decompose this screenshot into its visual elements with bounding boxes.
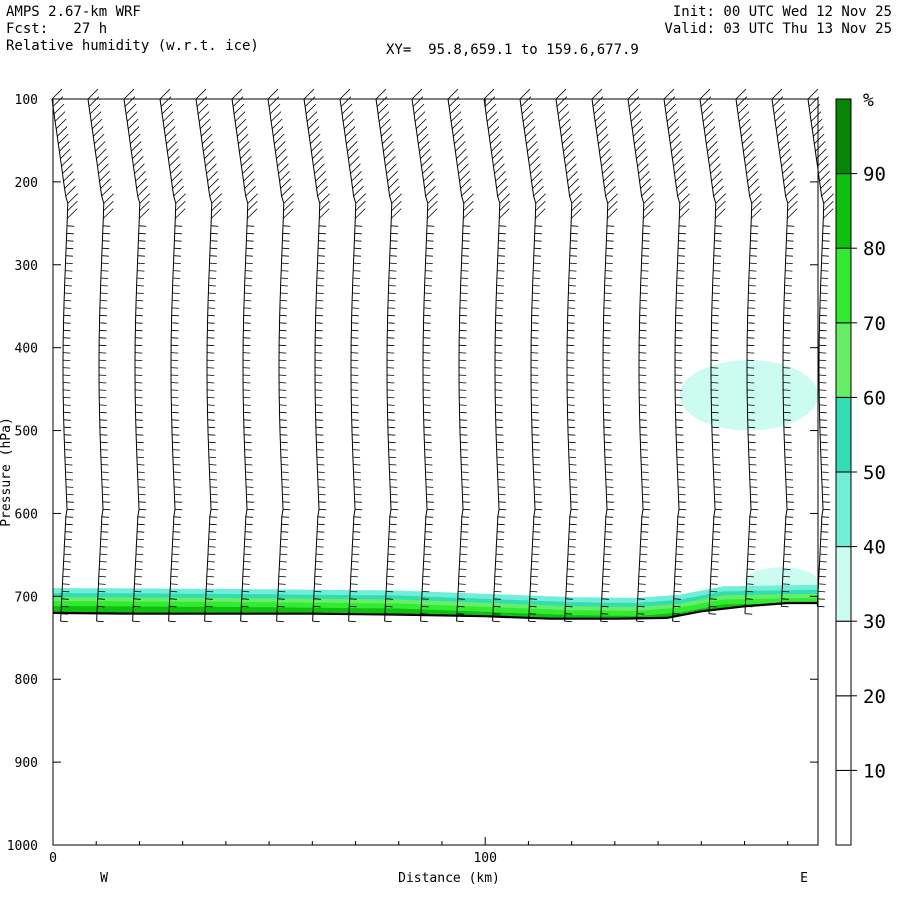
colorbar-segment-8: [835, 247, 852, 324]
colorbar-segment-3: [835, 620, 852, 697]
wind-barbs-21: [771, 88, 798, 608]
y-tick-label-1000: 1000: [7, 839, 38, 854]
wind-barbs-11: [411, 88, 438, 623]
y-tick-label-900: 900: [15, 756, 38, 771]
wind-barbs-9: [339, 88, 366, 623]
colorbar-label-60: 60: [863, 387, 886, 409]
y-tick-label-600: 600: [15, 507, 38, 522]
wind-barbs-4: [159, 88, 186, 623]
terrain-layer: [52, 601, 818, 620]
colorbar-label-50: 50: [863, 462, 886, 484]
wind-barbs-7: [267, 88, 294, 623]
colorbar-segment-5: [835, 471, 852, 548]
colorbar-label-70: 70: [863, 313, 886, 335]
wind-barbs-6: [231, 88, 258, 623]
wind-barbs-10: [375, 88, 402, 623]
colorbar-segment-10: [835, 98, 852, 175]
wind-barbs-16: [591, 88, 618, 623]
wind-barbs-8: [303, 88, 330, 623]
colorbar-label-80: 80: [863, 238, 886, 260]
colorbar-label-10: 10: [863, 760, 886, 782]
x-tick-label-100: 100: [473, 851, 496, 866]
wind-barbs-14: [519, 88, 546, 623]
wind-barbs-3: [123, 88, 150, 623]
wind-barbs-1: [51, 88, 78, 623]
wind-profile-19: [699, 98, 717, 614]
colorbar-segment-7: [835, 322, 852, 398]
y-tick-label-400: 400: [15, 342, 38, 357]
wind-profile-20: [735, 98, 753, 614]
colorbar: 10 20 30 40 50 60 70 80 90: [835, 98, 886, 846]
init-time: Init: 00 UTC Wed 12 Nov 25: [672, 4, 892, 20]
east-end-label: E: [800, 871, 808, 886]
surface-pressure-line: [52, 601, 818, 620]
colorbar-label-20: 20: [863, 686, 886, 708]
x-tick-label-0: 0: [49, 851, 57, 866]
y-tick-label-800: 800: [15, 673, 38, 688]
wind-barbs-13: [483, 88, 510, 623]
axis-ticks: 100 200 300 400 500 600 700 800 900 1000 0 100: [7, 93, 818, 866]
field-name: Relative humidity (w.r.t. ice): [6, 38, 259, 54]
colorbar-label-90: 90: [863, 164, 886, 186]
wind-barbs-17: [627, 88, 654, 623]
wind-barbs-5: [195, 88, 222, 623]
y-tick-label-500: 500: [15, 425, 38, 440]
colorbar-label-30: 30: [863, 611, 886, 633]
y-tick-label-300: 300: [15, 259, 38, 274]
colorbar-segment-4: [835, 546, 852, 622]
wind-barbs-12: [447, 88, 474, 623]
valid-time: Valid: 03 UTC Thu 13 Nov 25: [664, 21, 892, 37]
colorbar-segment-6: [835, 396, 852, 473]
y-tick-label-700: 700: [15, 590, 38, 605]
cross-section-endpoints: XY= 95.8,659.1 to 159.6,677.9: [386, 42, 639, 58]
y-tick-label-100: 100: [15, 93, 38, 108]
wind-barbs-19: [699, 88, 726, 615]
plot-frame: [52, 98, 819, 846]
y-tick-label-200: 200: [15, 176, 38, 191]
colorbar-unit: %: [863, 90, 874, 111]
model-name: AMPS 2.67-km WRF: [6, 4, 141, 20]
wind-barbs-15: [555, 88, 582, 623]
humidity-fill-layer: [53, 360, 818, 619]
wind-barbs-22: [807, 88, 834, 608]
colorbar-segment-9: [835, 173, 852, 249]
wind-barbs-20: [735, 88, 762, 615]
wind-barbs-18: [663, 88, 690, 623]
wind-barb-layer: [51, 88, 834, 623]
colorbar-segment-1: [835, 769, 852, 846]
x-axis-label: Distance (km): [398, 871, 500, 886]
wind-barbs-2: [87, 88, 114, 623]
y-axis-label: Pressure (hPa): [0, 417, 14, 527]
colorbar-label-40: 40: [863, 537, 886, 559]
forecast-hour: Fcst: 27 h: [6, 21, 108, 37]
colorbar-segment-2: [835, 695, 852, 771]
moist-band-5: [53, 602, 818, 619]
west-end-label: W: [100, 871, 108, 886]
